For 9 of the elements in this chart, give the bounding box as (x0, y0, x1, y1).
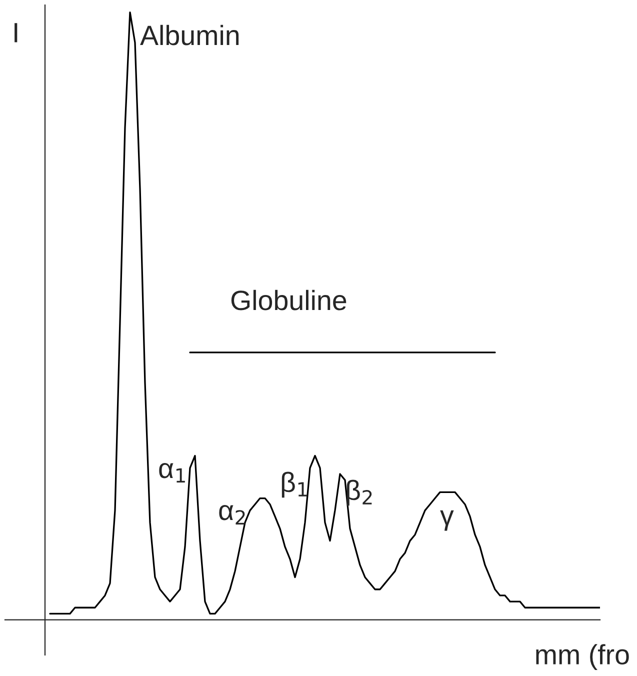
annotation: Globuline (231, 290, 346, 310)
annotation: γ (440, 510, 454, 531)
annotation: α$_{2}$ (219, 505, 245, 525)
annotation: β$_{1}$ (282, 472, 307, 498)
annotation: Albumin (140, 24, 239, 46)
y-axis-title: I (14, 23, 18, 42)
annotation: β$_{2}$ (346, 480, 372, 506)
x-axis-title: mm (fro (536, 644, 629, 670)
annotation: α$_{1}$ (159, 463, 185, 483)
